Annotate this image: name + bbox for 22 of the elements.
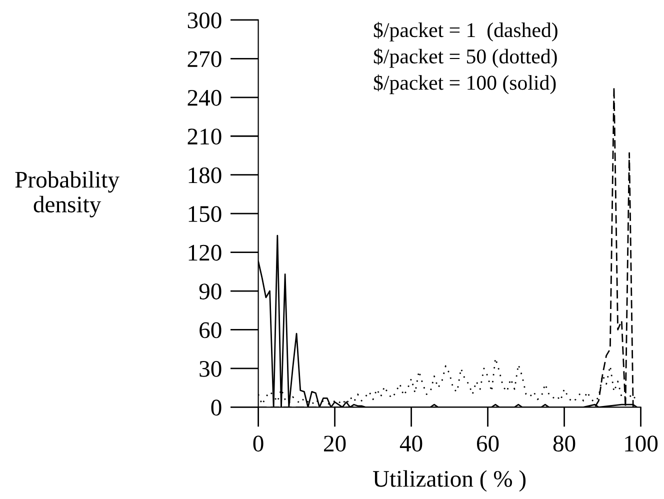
y-tick-label: 150 (188, 206, 222, 222)
y-tick-label: 0 (211, 400, 222, 416)
y-tick-label: 120 (188, 244, 222, 261)
x-tick-label: 20 (324, 436, 346, 452)
x-tick-label: 100 (625, 436, 658, 452)
annotation: $/packet = 1 (dashed) (374, 22, 558, 42)
y-tick-label: 300 (188, 12, 222, 28)
annotation: $/packet = 50 (dotted) (374, 48, 557, 68)
y-tick-label: 240 (188, 90, 222, 106)
x-tick-label: 0 (253, 436, 264, 452)
y-tick-label: 180 (188, 167, 222, 184)
y-tick-label: 90 (199, 284, 222, 300)
y-tick-label: 210 (188, 128, 222, 145)
y-tick-label: 30 (200, 360, 222, 377)
x-tick-label: 80 (553, 436, 576, 452)
y-tick-label: 270 (188, 51, 222, 68)
x-axis-title: Utilization ( % ) (372, 470, 526, 492)
x-tick-label: 40 (400, 436, 422, 452)
y-tick-label: 60 (200, 322, 222, 338)
annotation: $/packet = 100 (solid) (374, 74, 556, 94)
y-axis-title: Probability density (15, 171, 120, 218)
x-tick-label: 60 (476, 436, 499, 452)
